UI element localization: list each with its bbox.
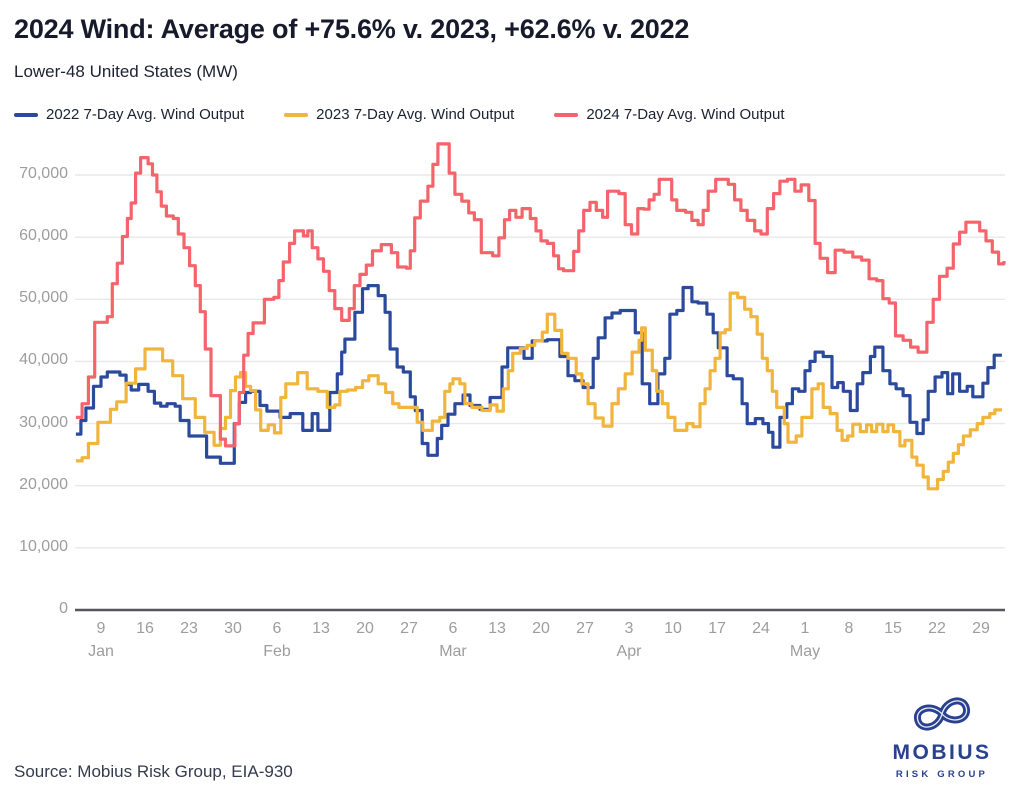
x-tick-label: 17 [708,620,726,637]
y-tick-label: 70,000 [19,164,68,182]
x-tick-label: 13 [312,620,330,637]
x-tick-label: 22 [928,620,946,637]
x-tick-label: 6 [448,620,458,637]
x-tick-label: 3 [624,620,634,637]
x-tick-label: 8 [844,620,854,637]
month-label-feb: Feb [263,643,291,660]
x-tick-label: 9 [96,620,106,637]
series-line-2024 [75,142,1006,448]
y-tick-label: 40,000 [19,351,68,369]
x-tick-label: 20 [356,620,374,637]
x-tick-label: 6 [272,620,282,637]
legend-label-2024: 2024 7-Day Avg. Wind Output [586,106,785,123]
legend-item-2024: 2024 7-Day Avg. Wind Output [554,106,785,123]
x-tick-label: 29 [972,620,990,637]
x-tick-label: 15 [884,620,902,637]
y-tick-label: 10,000 [19,537,68,555]
x-tick-label: 10 [664,620,682,637]
x-tick-label: 27 [576,620,594,637]
y-tick-label: 20,000 [19,475,68,493]
mobius-logo: MOBIUS RISK GROUP [876,694,1008,780]
y-tick-label: 60,000 [19,227,68,245]
logo-name: MOBIUS [892,741,992,764]
logo-tagline: RISK GROUP [895,769,989,780]
x-tick-label: 27 [400,620,418,637]
x-tick-label: 24 [752,620,770,637]
x-tick-label: 30 [224,620,242,637]
source-note: Source: Mobius Risk Group, EIA-930 [14,762,293,781]
month-label-jan: Jan [88,643,114,660]
x-tick-label: 16 [136,620,154,637]
series-line-2023 [75,291,1002,491]
legend-label-2022: 2022 7-Day Avg. Wind Output [46,106,245,123]
legend-label-2023: 2023 7-Day Avg. Wind Output [316,106,515,123]
month-label-may: May [789,643,821,660]
page-title: 2024 Wind: Average of +75.6% v. 2023, +6… [14,14,690,44]
chart-legend: 2022 7-Day Avg. Wind Output 2023 7-Day A… [14,106,785,123]
y-tick-label: 30,000 [19,413,68,431]
x-tick-label: 13 [488,620,506,637]
infinity-icon [905,694,979,739]
legend-item-2022: 2022 7-Day Avg. Wind Output [14,106,244,123]
y-tick-label: 0 [59,600,68,617]
x-tick-label: 20 [532,620,550,637]
month-label-mar: Mar [439,643,467,660]
legend-swatch-2022-icon [14,112,38,117]
legend-swatch-2024-icon [554,112,579,117]
month-label-apr: Apr [616,643,642,660]
x-tick-label: 1 [800,620,810,637]
legend-item-2023: 2023 7-Day Avg. Wind Output [284,106,514,123]
x-tick-label: 23 [180,620,198,637]
legend-swatch-2023-icon [284,112,309,117]
chart-subtitle: Lower-48 United States (MW) [14,62,238,81]
y-tick-label: 50,000 [19,289,68,307]
